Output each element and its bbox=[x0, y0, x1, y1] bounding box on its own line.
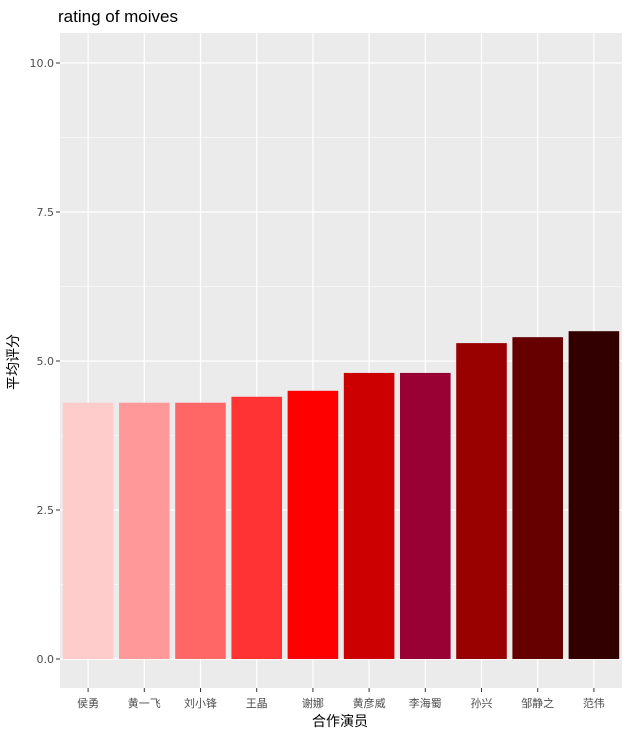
x-tick-label: 黄彦威 bbox=[353, 696, 386, 710]
x-tick-label: 王晶 bbox=[246, 697, 268, 710]
y-axis-title: 平均评分 bbox=[6, 334, 22, 390]
bar bbox=[568, 331, 620, 659]
x-tick-label: 范伟 bbox=[583, 696, 605, 710]
y-tick-label: 2.5 bbox=[37, 504, 55, 517]
y-tick-label: 7.5 bbox=[37, 206, 55, 219]
x-tick-label: 刘小锋 bbox=[184, 697, 217, 710]
x-tick-label: 李海蜀 bbox=[409, 696, 442, 710]
x-axis-title: 合作演员 bbox=[312, 714, 368, 730]
x-tick-label: 谢娜 bbox=[302, 696, 324, 710]
bar bbox=[175, 402, 226, 659]
y-tick-label: 10.0 bbox=[30, 57, 55, 70]
x-tick-label: 邹静之 bbox=[521, 696, 554, 710]
y-tick-label: 5.0 bbox=[37, 355, 55, 368]
bar bbox=[287, 390, 339, 659]
bar bbox=[343, 372, 395, 659]
bar bbox=[231, 396, 282, 659]
y-tick-label: 0.0 bbox=[37, 653, 55, 666]
x-tick-label: 黄一飞 bbox=[128, 696, 161, 710]
chart-title: rating of moives bbox=[58, 7, 178, 26]
bar bbox=[119, 402, 170, 659]
x-axis: 侯勇 黄一飞 刘小锋 王晶 谢娜 黄彦威 李海蜀 孙兴 邹静之 范伟 bbox=[77, 688, 605, 710]
bar bbox=[456, 343, 507, 659]
x-tick-label: 孙兴 bbox=[471, 697, 493, 710]
bar bbox=[400, 372, 451, 659]
bar bbox=[62, 402, 114, 659]
bar bbox=[512, 337, 563, 659]
x-tick-label: 侯勇 bbox=[77, 696, 99, 710]
y-axis: 0.0 2.5 5.0 7.5 10.0 bbox=[30, 57, 60, 666]
bars bbox=[62, 331, 620, 659]
